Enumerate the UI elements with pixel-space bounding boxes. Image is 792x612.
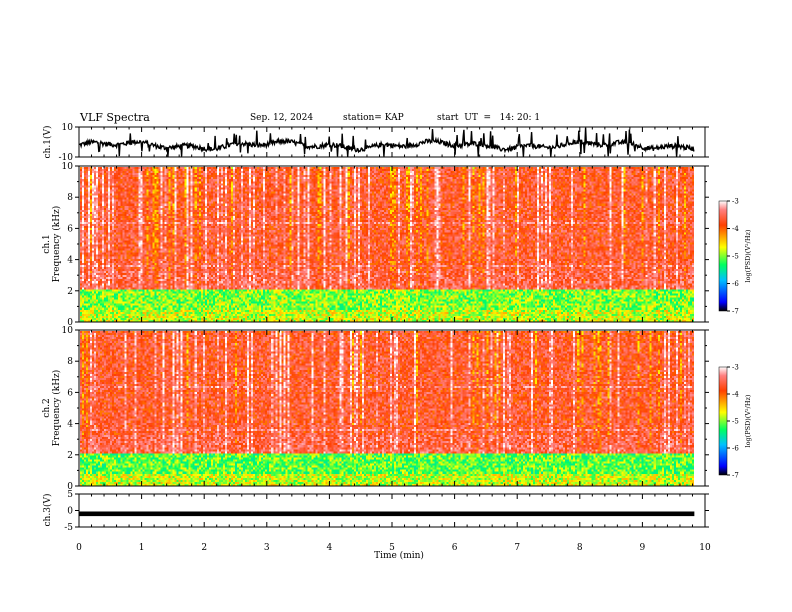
ch2-spectrogram-label: ch.2 xyxy=(42,398,52,417)
colorbar-tick-label: -7 xyxy=(732,472,739,480)
y-tick-label: 4 xyxy=(67,420,73,430)
spectrogram-ch1 xyxy=(80,167,695,322)
y-tick-label: 6 xyxy=(67,388,73,398)
panel-frame-2 xyxy=(78,165,706,323)
y-tick-label: 0 xyxy=(67,507,73,517)
ch1-spectrogram-label: ch.1 xyxy=(42,234,52,253)
colorbar-tick-label: -5 xyxy=(732,253,739,261)
colorbar-tick-label: -6 xyxy=(732,280,739,288)
start-time-label: start UT = 14: 20: 1 xyxy=(437,113,541,123)
y-tick-label: 8 xyxy=(67,357,73,367)
y-tick-label: -10 xyxy=(59,153,74,163)
y-tick-label: 10 xyxy=(62,123,74,133)
x-tick-label: 1 xyxy=(139,543,145,553)
y-tick-label: 2 xyxy=(67,451,73,461)
y-tick-label: -5 xyxy=(64,523,73,533)
spectrogram-ch2 xyxy=(80,331,695,486)
y-tick-label: 8 xyxy=(67,193,73,203)
colorbar-tick-label: -5 xyxy=(732,418,739,426)
ch1-waveform-trace xyxy=(78,127,695,157)
colorbar-label: log(PSD)(V²/Hz) xyxy=(744,394,752,447)
colorbar-1 xyxy=(718,200,728,312)
x-tick-label: 3 xyxy=(264,543,270,553)
y-tick-label: 0 xyxy=(67,482,73,492)
x-tick-label: 4 xyxy=(327,543,333,553)
x-tick-label: 2 xyxy=(201,543,207,553)
colorbar-tick-label: -4 xyxy=(732,225,739,233)
x-tick-label: 8 xyxy=(577,543,583,553)
colorbar-tick-label: -3 xyxy=(732,198,739,206)
ch3-voltage-axis-label: ch.3(V) xyxy=(42,494,53,527)
panel-frame-3 xyxy=(78,329,706,487)
x-tick-label: 7 xyxy=(514,543,520,553)
colorbar-tick-label: -6 xyxy=(732,445,739,453)
x-tick-label: 0 xyxy=(76,543,82,553)
y-tick-label: 10 xyxy=(62,162,74,172)
ch1-frequency-axis-label: Frequency (kHz) xyxy=(51,206,62,283)
y-tick-label: 6 xyxy=(67,224,73,234)
x-tick-label: 5 xyxy=(389,543,395,553)
ch2-frequency-axis-label: Frequency (kHz) xyxy=(51,370,62,447)
y-tick-label: 5 xyxy=(67,490,73,500)
y-tick-label: 4 xyxy=(67,256,73,266)
date-label: Sep. 12, 2024 xyxy=(250,113,314,123)
chart-title: VLF Spectra xyxy=(80,111,150,124)
x-tick-label: 9 xyxy=(640,543,646,553)
y-tick-label: 2 xyxy=(67,287,73,297)
x-tick-label: 6 xyxy=(452,543,458,553)
x-tick-label: 10 xyxy=(699,543,711,553)
station-label: station= KAP xyxy=(343,113,404,123)
y-tick-label: 10 xyxy=(62,326,74,336)
x-axis-label: Time (min) xyxy=(374,550,424,561)
ch1-voltage-axis-label: ch.1(V) xyxy=(42,126,53,159)
colorbar-tick-label: -7 xyxy=(732,308,739,316)
ch3-waveform-trace xyxy=(79,511,695,517)
colorbar-tick-label: -4 xyxy=(732,391,739,399)
colorbar-2 xyxy=(718,366,728,476)
colorbar-tick-label: -3 xyxy=(732,364,739,372)
y-tick-label: 0 xyxy=(67,318,73,328)
colorbar-label: log(PSD)(V²/Hz) xyxy=(744,229,752,282)
